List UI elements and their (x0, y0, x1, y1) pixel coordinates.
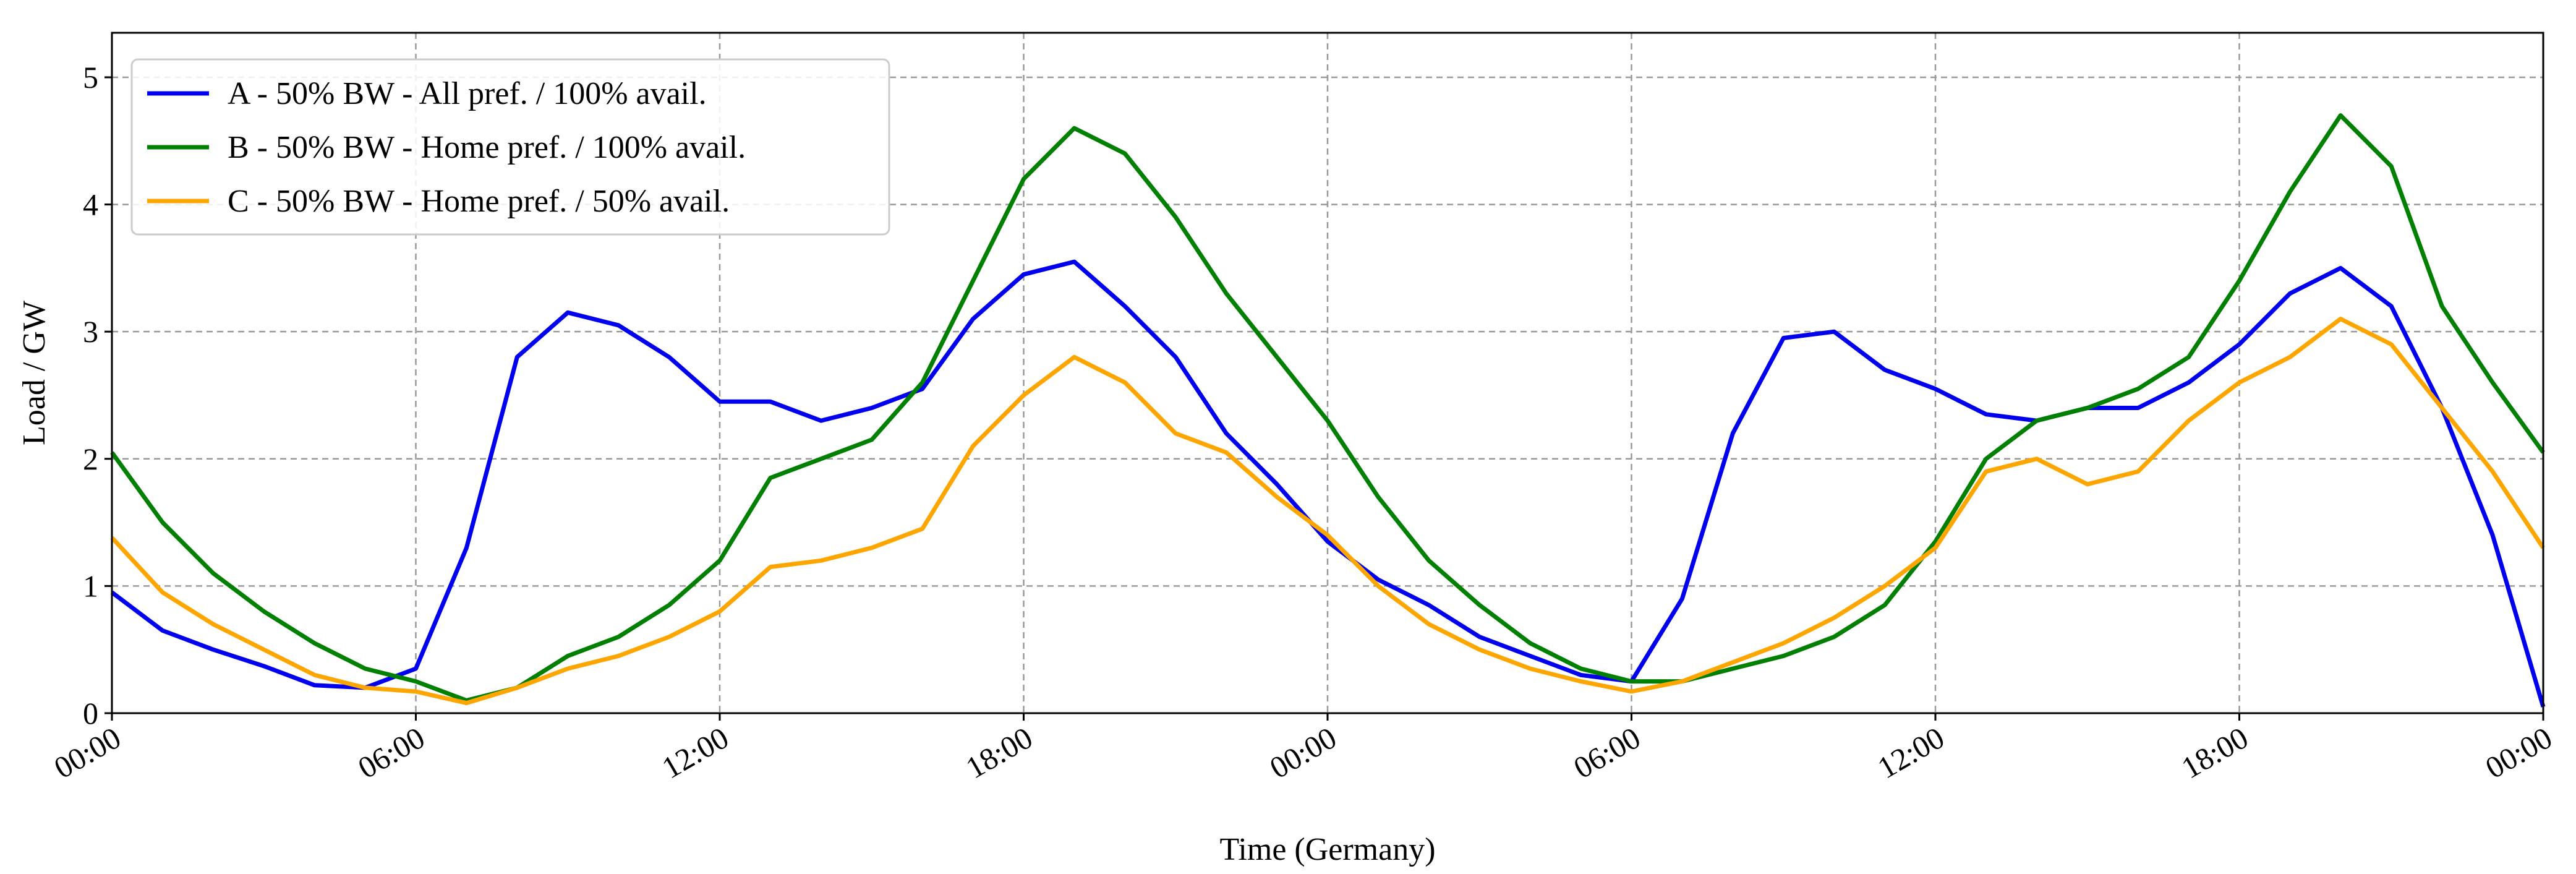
x-tick-label: 06:00 (352, 720, 430, 785)
y-axis-label: Load / GW (17, 301, 52, 445)
series-line (110, 259, 2546, 708)
plot-frame (111, 32, 2544, 714)
legend-label: A - 50% BW - All pref. / 100% avail. (228, 76, 707, 111)
y-tick-label: 3 (83, 314, 98, 349)
x-tick-label: 12:00 (1872, 720, 1950, 785)
y-tick-label: 5 (83, 60, 98, 95)
x-axis-label: Time (Germany) (1219, 832, 1435, 867)
x-tick-label: 18:00 (2175, 720, 2254, 785)
y-tick-label: 2 (83, 442, 98, 476)
x-tick-label: 00:00 (1264, 720, 1342, 785)
x-tick-label: 06:00 (1567, 720, 1646, 785)
x-tick-label: 18:00 (960, 720, 1038, 785)
x-tick-label: 12:00 (656, 720, 735, 785)
y-tick-label: 4 (83, 187, 98, 222)
legend-label: C - 50% BW - Home pref. / 50% avail. (228, 184, 730, 219)
legend-label: B - 50% BW - Home pref. / 100% avail. (228, 130, 746, 165)
x-tick-label: 00:00 (2480, 720, 2558, 785)
series-line (110, 317, 2545, 706)
y-tick-label: 0 (83, 696, 98, 730)
legend-box (130, 58, 890, 236)
y-tick-label: 1 (83, 568, 98, 603)
